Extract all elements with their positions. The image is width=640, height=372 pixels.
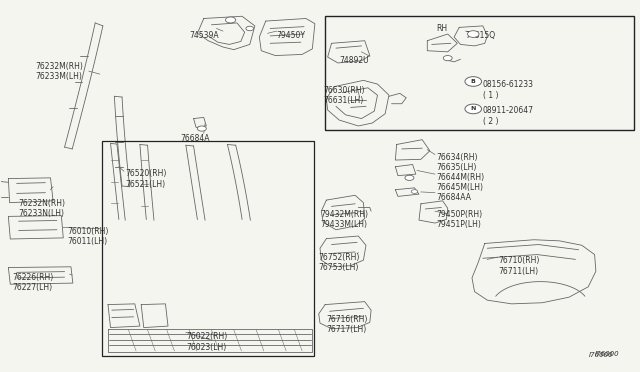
Text: 76630(RH)
76631(LH): 76630(RH) 76631(LH)	[323, 86, 365, 105]
Circle shape	[405, 175, 414, 180]
Text: I76000: I76000	[595, 351, 620, 357]
Text: 08156-61233
( 1 ): 08156-61233 ( 1 )	[483, 80, 534, 100]
Text: B: B	[471, 79, 476, 84]
Text: 08911-20647
( 2 ): 08911-20647 ( 2 )	[483, 106, 534, 126]
Text: 79432M(RH)
79433M(LH): 79432M(RH) 79433M(LH)	[320, 210, 368, 230]
Text: 76644M(RH)
76645M(LH): 76644M(RH) 76645M(LH)	[436, 173, 484, 192]
Text: RH: RH	[436, 24, 447, 33]
Text: 76684A: 76684A	[180, 134, 211, 143]
Circle shape	[465, 104, 481, 114]
Circle shape	[412, 190, 418, 193]
Circle shape	[444, 55, 452, 61]
Text: 76710(RH)
76711(LH): 76710(RH) 76711(LH)	[499, 256, 540, 276]
Text: 76232N(RH)
76233N(LH): 76232N(RH) 76233N(LH)	[19, 199, 65, 218]
Text: 76022(RH)
76023(LH): 76022(RH) 76023(LH)	[186, 333, 227, 352]
Text: 76634(RH)
76635(LH): 76634(RH) 76635(LH)	[436, 153, 477, 172]
Text: 76010(RH)
76011(LH): 76010(RH) 76011(LH)	[68, 227, 109, 246]
Circle shape	[246, 26, 253, 31]
Bar	[325, 16, 634, 130]
Text: N: N	[470, 106, 476, 111]
Text: 76752(RH)
76753(LH): 76752(RH) 76753(LH)	[319, 253, 360, 272]
Text: 79450P(RH)
79451P(LH): 79450P(RH) 79451P(LH)	[436, 210, 483, 230]
Text: 76226(RH)
76227(LH): 76226(RH) 76227(LH)	[12, 273, 53, 292]
Text: 79450Y: 79450Y	[276, 31, 305, 40]
Circle shape	[467, 31, 479, 37]
Text: I76000: I76000	[589, 352, 614, 358]
Text: 76716(RH)
76717(LH): 76716(RH) 76717(LH)	[326, 315, 368, 334]
Circle shape	[197, 126, 206, 131]
Bar	[102, 141, 314, 356]
Text: 76520(RH)
76521(LH): 76520(RH) 76521(LH)	[125, 169, 166, 189]
Text: 76684AA: 76684AA	[436, 193, 471, 202]
Circle shape	[465, 77, 481, 86]
Circle shape	[225, 17, 236, 23]
Text: 74892U: 74892U	[339, 55, 369, 65]
Text: 76232M(RH)
76233M(LH): 76232M(RH) 76233M(LH)	[36, 62, 84, 81]
Text: 74515Q: 74515Q	[466, 31, 496, 40]
Text: 74539A: 74539A	[189, 31, 219, 40]
